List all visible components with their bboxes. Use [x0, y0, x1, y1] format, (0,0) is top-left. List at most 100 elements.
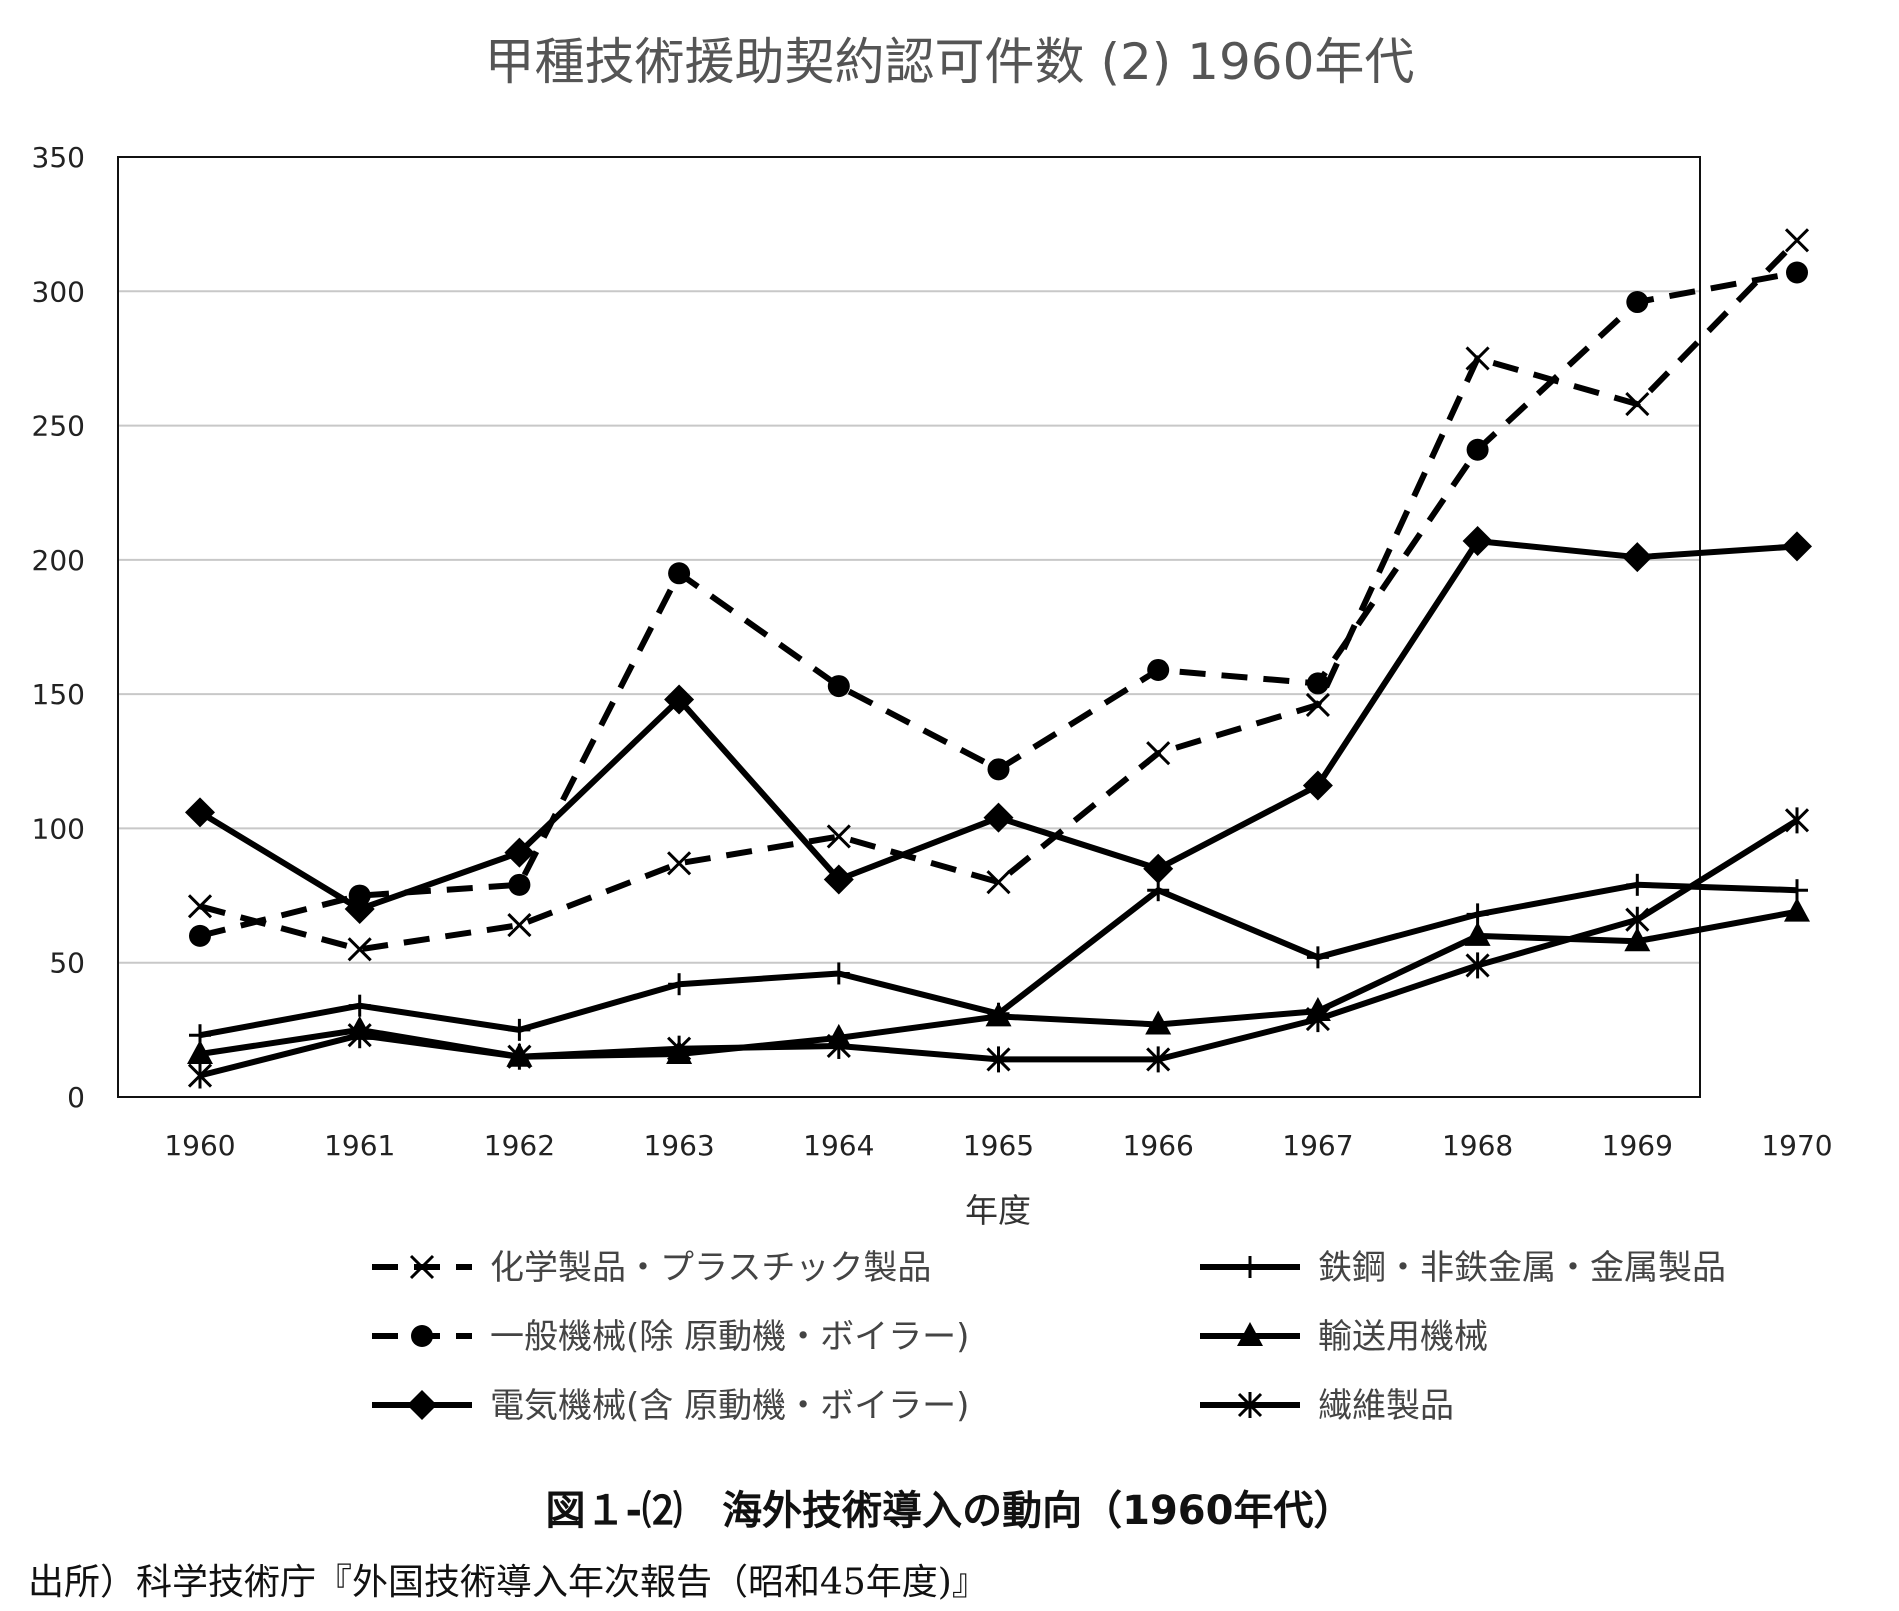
legend-label: 一般機械(除 原動機・ボイラー): [490, 1317, 969, 1357]
series-line: [199, 817, 1799, 1079]
data-point: [826, 824, 851, 849]
data-point: [986, 870, 1011, 895]
series-lines: [198, 238, 1800, 1079]
y-tick-label: 250: [32, 410, 85, 443]
legend-marker: [1237, 1322, 1263, 1346]
data-point: [1147, 879, 1170, 902]
legend-marker: [409, 1254, 435, 1280]
data-point: [1146, 1046, 1171, 1073]
data-point: [507, 1043, 532, 1070]
data-point: [504, 837, 535, 868]
data-point: [667, 1035, 692, 1062]
series-line: [198, 538, 1798, 912]
y-tick-label: 0: [67, 1081, 85, 1114]
data-point: [983, 802, 1014, 833]
data-point: [1305, 692, 1330, 717]
data-point: [985, 1002, 1012, 1027]
figure-caption: 図１-⑵ 海外技術導入の動向（1960年代）: [545, 1488, 1354, 1534]
x-tick-label: 1970: [1761, 1129, 1832, 1162]
data-point: [1465, 952, 1490, 979]
x-tick-label: 1969: [1602, 1129, 1673, 1162]
legend-label: 化学製品・プラスチック製品: [490, 1248, 931, 1288]
data-point: [1466, 438, 1489, 461]
data-point: [508, 873, 531, 896]
data-point: [987, 758, 1010, 781]
data-point: [1784, 807, 1810, 834]
legend-label: 繊維製品: [1318, 1386, 1454, 1426]
data-point: [187, 1040, 213, 1065]
data-point: [1784, 897, 1810, 922]
chart-title: 甲種技術援助契約認可件数 (2) 1960年代: [484, 33, 1415, 91]
legend-item: 輸送用機械: [1200, 1317, 1488, 1357]
data-point: [1306, 946, 1329, 969]
series-markers: [185, 228, 1812, 1089]
data-point: [187, 1062, 213, 1089]
data-point: [508, 1018, 531, 1041]
data-point: [189, 924, 211, 947]
data-point: [1625, 392, 1650, 417]
x-tick-label: 1968: [1442, 1129, 1513, 1162]
data-point: [668, 973, 691, 996]
legend-item: 一般機械(除 原動機・ボイラー): [372, 1317, 969, 1357]
data-point: [1462, 526, 1493, 557]
data-point: [986, 1046, 1011, 1073]
y-axis-ticks: 0 50 100 150 200 250 300 350: [32, 141, 85, 1114]
data-point: [1466, 903, 1489, 926]
data-point: [1626, 291, 1649, 314]
data-point: [827, 962, 850, 985]
data-point: [1302, 770, 1333, 801]
data-point: [1626, 873, 1649, 896]
data-point: [827, 675, 850, 698]
y-tick-label: 350: [32, 141, 85, 174]
x-tick-label: 1960: [164, 1129, 235, 1162]
data-point: [347, 1022, 372, 1049]
series-line: [199, 269, 1798, 939]
legend-label: 輸送用機械: [1318, 1317, 1488, 1357]
data-point: [1786, 261, 1808, 284]
legend-marker: [1237, 1392, 1263, 1418]
data-point: [1782, 531, 1812, 562]
data-point: [1306, 672, 1329, 695]
data-point: [1145, 1010, 1172, 1035]
y-tick-label: 200: [32, 544, 85, 577]
data-point: [1622, 542, 1653, 573]
data-point: [667, 851, 692, 876]
series-line: [199, 908, 1798, 1060]
data-point: [187, 894, 213, 919]
data-point: [1305, 1006, 1330, 1033]
y-tick-label: 100: [32, 812, 85, 845]
data-point: [826, 1032, 851, 1059]
legend-item: 電気機械(含 原動機・ボイラー): [372, 1386, 969, 1426]
x-tick-label: 1967: [1282, 1129, 1353, 1162]
gridlines: [118, 290, 1700, 964]
y-tick-label: 50: [49, 947, 85, 980]
source-note: 出所）科学技術庁『外国技術導入年次報告（昭和45年度)』: [28, 1562, 988, 1603]
data-point: [664, 684, 695, 715]
data-point: [344, 894, 375, 924]
legend-marker: [407, 1390, 437, 1420]
data-point: [507, 913, 532, 938]
y-tick-label: 150: [32, 678, 85, 711]
x-tick-label: 1965: [963, 1129, 1034, 1162]
data-point: [1624, 927, 1651, 952]
data-point: [1143, 853, 1174, 884]
data-point: [1786, 879, 1808, 902]
series-line: [199, 238, 1800, 953]
data-point: [668, 562, 691, 585]
data-point: [347, 937, 372, 962]
data-point: [1784, 228, 1810, 253]
data-point: [1146, 741, 1171, 766]
legend-marker: [411, 1325, 433, 1347]
x-tick-label: 1962: [484, 1129, 555, 1162]
data-point: [185, 797, 215, 828]
plot-area-frame: [117, 156, 1701, 1098]
x-tick-label: 1961: [324, 1129, 395, 1162]
data-point: [348, 994, 371, 1017]
x-axis-ticks: 1960 1961 1962 1963 1964 1965 1966 1967 1968 1969…: [164, 1129, 1832, 1162]
legend-item: 化学製品・プラスチック製品: [372, 1248, 931, 1288]
data-point: [1465, 346, 1490, 371]
x-tick-label: 1964: [803, 1129, 874, 1162]
y-tick-label: 300: [32, 275, 85, 308]
x-tick-label: 1966: [1123, 1129, 1194, 1162]
